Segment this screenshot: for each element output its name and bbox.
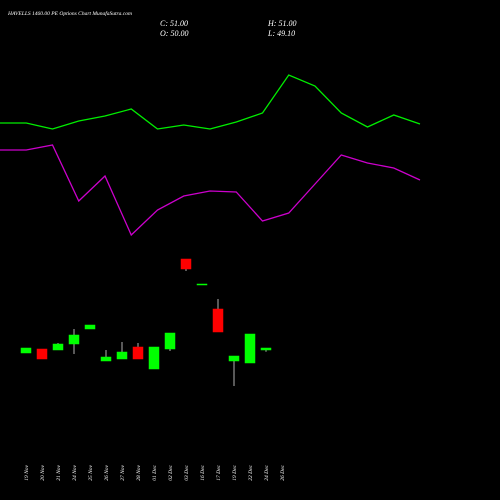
x-tick-label: 24 Nov: [71, 464, 78, 480]
candle-body: [36, 348, 48, 360]
x-tick-label: 21 Nov: [56, 464, 62, 480]
candle-body: [116, 351, 128, 360]
candle-body: [84, 324, 96, 330]
candle-body: [244, 333, 256, 364]
candle-body: [20, 347, 32, 354]
line-series: [0, 74, 421, 130]
x-tick-label: 02 Dec: [168, 464, 174, 480]
candle-body: [196, 283, 208, 286]
x-tick-label: 20 Nov: [40, 464, 46, 480]
x-tick-label: 25 Nov: [88, 464, 94, 480]
ohlc-high: H: 51.00: [267, 19, 296, 28]
x-tick-label: 27 Nov: [120, 464, 126, 480]
candle-body: [132, 346, 144, 360]
x-tick-label: 22 Dec: [248, 464, 254, 480]
candle-body: [148, 346, 160, 370]
x-tick-label: 17 Dec: [216, 464, 222, 480]
candle-body: [260, 347, 272, 351]
x-tick-label: 03 Dec: [184, 464, 190, 480]
candle-body: [164, 332, 176, 350]
candle-body: [52, 343, 64, 351]
x-tick-label: 19 Dec: [232, 464, 238, 480]
x-tick-label: 01 Dec: [152, 464, 158, 480]
ohlc-low: L: 49.10: [267, 29, 295, 38]
chart-title: HAVELLS 1460.00 PE Options Chart MunafaS…: [7, 10, 132, 17]
x-tick-label: 19 Nov: [24, 464, 30, 480]
candle-body: [228, 355, 240, 362]
candle-body: [68, 334, 80, 345]
x-tick-label: 24 Dec: [263, 464, 270, 480]
candle-body: [180, 258, 192, 270]
x-tick-label: 28 Nov: [136, 464, 142, 480]
candle-body: [100, 356, 112, 362]
x-tick-label: 16 Dec: [200, 464, 206, 480]
x-tick-label: 26 Dec: [280, 464, 286, 480]
candle-body: [212, 308, 224, 333]
line-series: [0, 144, 421, 237]
ohlc-open: O: 50.00: [160, 29, 188, 38]
x-tick-label: 26 Nov: [104, 464, 110, 480]
ohlc-close: C: 51.00: [160, 19, 188, 28]
